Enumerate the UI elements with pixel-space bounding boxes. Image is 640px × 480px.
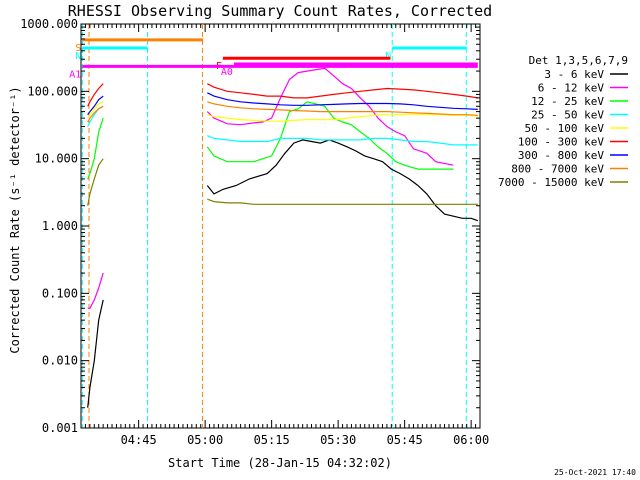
flag-label-0: S [75,43,81,54]
y-tick-label-2: 10.000 [35,152,78,166]
legend-title: Det 1,3,5,6,7,9 [529,54,628,67]
y-tick-label-4: 0.100 [42,286,78,300]
legend-label-25-50-kev: 25 - 50 keV [531,109,604,122]
series-line-300-800-kev-1 [207,92,478,110]
flag-label-4: A0 [221,67,233,78]
x-tick-label-2: 05:15 [254,433,290,447]
x-tick-label-5: 06:00 [453,433,489,447]
chart-title: RHESSI Observing Summary Count Rates, Co… [68,2,492,20]
y-tick-label-0: 1000.000 [20,17,78,31]
legend-label-12-25-kev: 12 - 25 keV [531,95,604,108]
x-tick-label-0: 04:45 [121,433,157,447]
x-tick-label-3: 05:30 [320,433,356,447]
series-line-7000-15000-kev-1 [207,198,478,205]
series-line-300-800-kev-0 [87,95,104,116]
legend-label-3-6-kev: 3 - 6 keV [544,68,604,81]
flag-label-1: N [75,51,81,62]
flag-label-2: N [385,51,391,62]
legend-label-300-800-kev: 300 - 800 keV [518,149,604,162]
y-tick-label-1: 100.000 [27,84,78,98]
series-line-3-6-kev-0 [87,299,104,408]
x-axis-title: Start Time (28-Jan-15 04:32:02) [168,456,392,470]
series-line-50-100-kev-0 [87,101,104,119]
x-tick-label-1: 05:00 [187,433,223,447]
x-axis: 04:45 05:00 05:15 05:30 05:45 06:00 [80,24,489,447]
legend-label-6-12-kev: 6 - 12 keV [538,82,605,95]
series-line-12-25-kev-1 [206,101,454,170]
y-tick-label-3: 1.000 [42,219,78,233]
footer-timestamp: 25-Oct-2021 17:40 [554,468,636,477]
flag-label-5: A1 [69,69,81,80]
series-line-6-12-kev-0 [87,272,104,309]
legend-label-100-300-kev: 100 - 300 keV [518,136,604,149]
y-tick-label-5: 0.010 [42,354,78,368]
x-tick-label-4: 05:45 [387,433,423,447]
series-line-3-6-kev-1 [206,139,479,222]
legend-label-50-100-kev: 50 - 100 keV [525,122,605,135]
y-tick-label-6: 0.001 [42,421,78,435]
y-axis-title: Corrected Count Rate (s⁻¹ detector⁻¹) [8,86,22,353]
series-line-25-50-kev-1 [207,135,478,146]
series-line-12-25-kev-0 [87,117,104,180]
series-line-100-300-kev-1 [207,83,478,99]
series-line-800-7000-kev-1 [207,101,478,116]
series-line-800-7000-kev-0 [87,105,104,123]
legend-label-800-7000-kev: 800 - 7000 keV [511,163,604,176]
series-line-100-300-kev-0 [87,83,104,107]
series-line-50-100-kev-1 [207,113,478,122]
legend-label-7000-15000-kev: 7000 - 15000 keV [498,176,604,189]
series-line-6-12-kev-1 [206,67,454,166]
y-axis: 1000.000 100.000 10.000 1.000 0.100 0.010 0.00… [20,17,480,435]
series-line-7000-15000-kev-0 [87,158,104,206]
